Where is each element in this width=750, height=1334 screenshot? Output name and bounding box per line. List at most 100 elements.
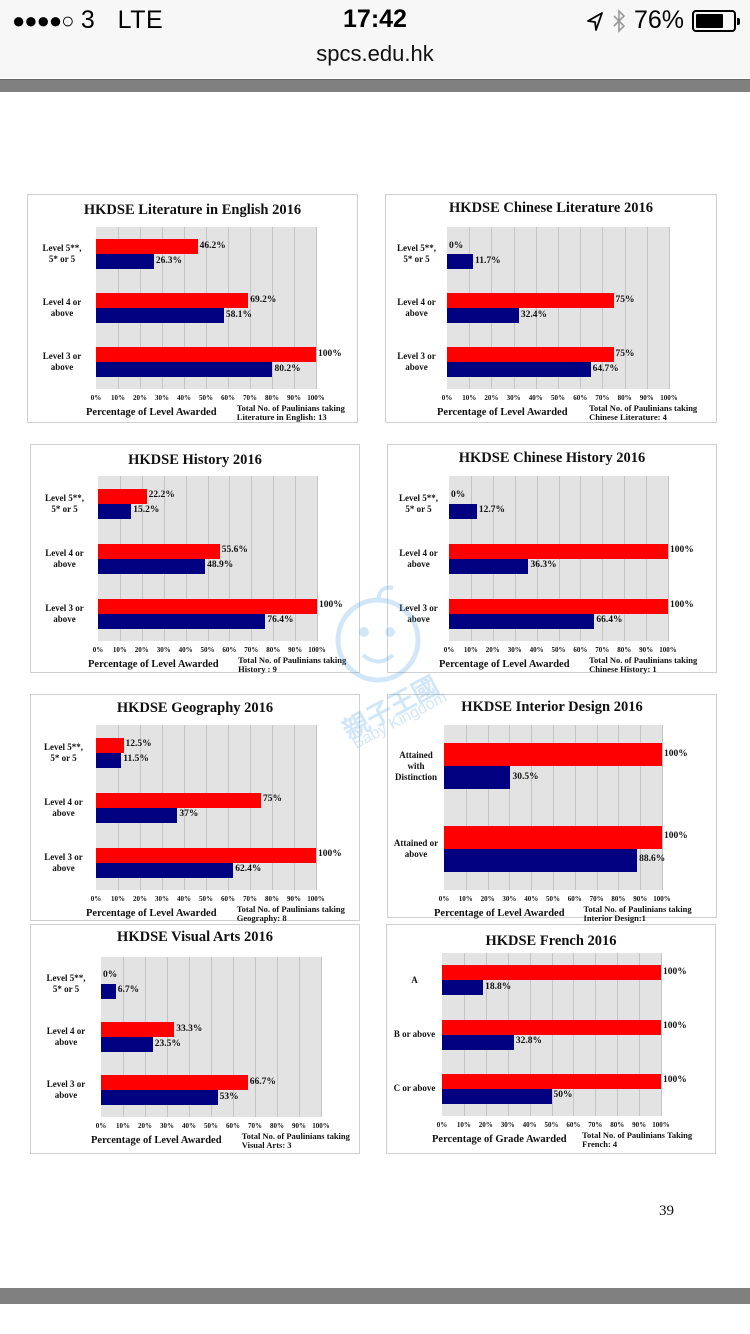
category-label: Level 3 or above [33,603,96,625]
data-label: 0% [103,970,118,981]
x-tick-label: 60% [226,1122,240,1130]
bar-red [442,1073,661,1089]
participants-note-line: Geography: 8 [236,913,287,923]
data-label: 100% [670,545,694,555]
category-label-line: above [54,1037,78,1047]
x-tick-label: 50% [551,646,566,654]
participants-note-line: Total No. of Paulinians taking [589,655,698,665]
data-label: 64.7% [592,363,619,374]
bar-red [96,737,124,753]
x-tick-label: 40% [178,646,193,654]
data-label: 48.9% [207,560,234,570]
x-tick-label: 100% [652,1121,670,1129]
gridline [553,725,554,890]
category-label: Level 3 or above [388,351,445,373]
bar-red [449,543,668,559]
data-label: 100% [663,1021,687,1031]
gridline [189,957,190,1117]
x-tick-label: 40% [528,394,543,402]
data-label: 100% [318,348,342,359]
x-tick-label: 70% [589,895,604,903]
category-label-line: Level 5**, [397,243,436,253]
x-tick-label: 20% [133,394,147,402]
category-label-line: Level 3 or [42,351,82,361]
category-label: Level 3 or above [30,351,94,373]
data-label: 75% [615,348,635,359]
battery-fill [696,13,724,28]
x-tick-label: 50% [546,895,560,903]
category-label-line: 5* or 5 [403,254,430,264]
category-label-line: Level 4 or [46,1026,86,1036]
signal-strength-icon: ●●●●○ [12,8,74,33]
bar-blue [96,362,273,377]
url-bar[interactable]: spcs.edu.hk [0,40,750,78]
gridline [669,227,670,389]
x-tick-label: 100% [660,394,678,402]
category-label-line: Level 5**, [399,492,438,503]
category-label: Level 3 or above [33,852,94,874]
x-tick-label: 70% [244,646,259,654]
gridline [272,227,273,389]
participants-note: Total No. of Paulinians Taking French: 4 [582,1131,692,1149]
participants-note: Total No. of Paulinians taking Geography:… [237,905,345,923]
category-label-line: B or above [393,1029,436,1039]
category-label: Attained with Distinction [390,750,442,783]
participants-note-line: Chinese History: 1 [589,664,657,674]
bar-blue [101,983,116,999]
x-tick-label: 100% [659,646,677,654]
data-label: 18.8% [485,981,512,992]
x-tick-label: 60% [221,895,235,903]
gridline [228,227,229,389]
x-tick-label: 10% [462,394,477,402]
category-label-line: Level 4 or [399,547,438,558]
x-tick-label: 40% [177,394,191,402]
bar-blue [442,1034,514,1050]
url-text: spcs.edu.hk [316,41,434,66]
gridline [316,227,317,389]
x-tick-label: 20% [484,394,499,402]
gridline [228,725,229,890]
page-number: 39 [659,1203,674,1219]
x-tick-label: 60% [566,1121,581,1129]
x-tick-label: 20% [134,646,149,654]
participants-note-line: Visual Arts: 3 [241,1140,292,1150]
category-label-line: Level 3 or [45,602,84,613]
chart-panel: HKDSE French 2016 100% 18.8% A 100% 32.8% B or… [386,924,716,1154]
data-label: 62.4% [235,864,262,874]
x-tick-label: 70% [595,646,610,654]
participants-note-line: Total No. of Paulinians taking [236,403,345,413]
gridline [624,476,626,641]
category-label: Level 4 or above [33,1026,99,1048]
chart-title: HKDSE Visual Arts 2016 [117,929,273,945]
data-label: 66.7% [249,1076,276,1087]
data-label: 100% [319,600,343,610]
gridline [294,725,295,890]
x-tick-label: 30% [155,394,169,402]
data-label: 6.7% [117,985,140,996]
x-tick-label: 10% [111,895,125,903]
data-label: 100% [670,600,694,610]
x-tick-label: 90% [639,646,654,654]
x-tick-label: 60% [567,895,582,903]
data-label: 50% [553,1090,573,1101]
category-label-line: 5* or 5 [405,503,432,514]
gridline [465,725,467,890]
category-label-line: Attained [399,749,433,760]
gridline [536,476,538,641]
participants-note: Total No. of Paulinians taking Visual Art… [242,1132,350,1150]
bar-blue [447,308,519,323]
gridline [184,725,185,890]
data-label: 26.3% [155,255,182,266]
x-tick-label: 20% [480,895,495,903]
gridline [558,476,560,641]
category-label-line: above [404,848,428,859]
x-tick-label: 40% [529,646,544,654]
gridline [661,953,662,1116]
data-label: 11.7% [474,255,501,266]
participants-note: Total No. of Paulinians taking Chinese Li… [589,404,697,422]
data-label: 100% [318,849,342,859]
bar-red [101,1022,175,1037]
x-tick-label: 70% [588,1121,603,1129]
data-label: 0% [449,240,464,251]
x-tick-label: 0% [443,646,455,654]
